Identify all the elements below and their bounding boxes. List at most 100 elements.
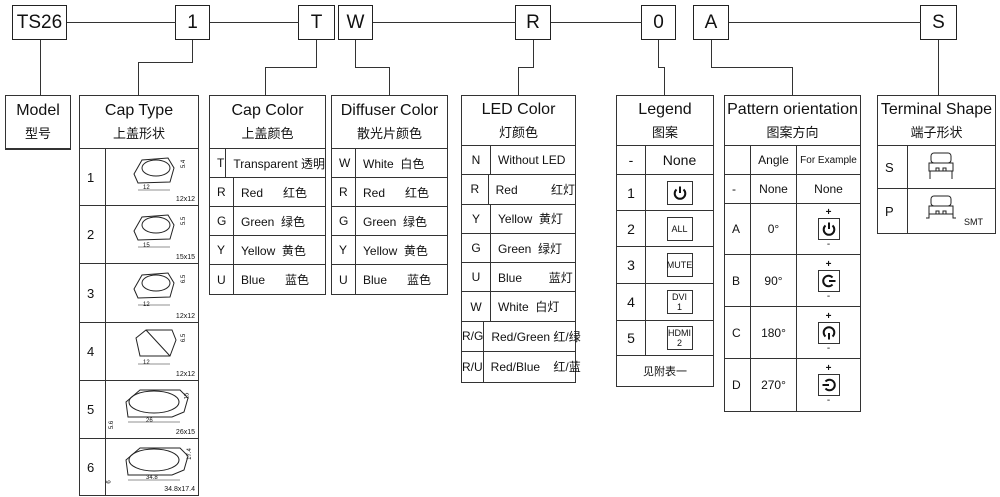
table-row: D 270° + - [725, 359, 860, 411]
table-row: G Green 绿色 [210, 207, 325, 236]
connector-line [518, 67, 520, 95]
table-row: W White 白灯 [462, 292, 575, 322]
cap-drawing: 12 6.5 12x12 [106, 323, 198, 380]
title-cn: 散光片颜色 [356, 126, 422, 141]
led-code: G [462, 233, 491, 263]
cap-dim-depth: 5.6 [109, 420, 116, 430]
color-name: Red 红色 [363, 185, 430, 200]
code-box-3: W [338, 5, 373, 40]
connector-line [551, 22, 642, 24]
pattern-example: + - [797, 307, 860, 358]
led-color-box-header: LED Color 灯颜色 [462, 96, 575, 146]
table-row: R Red 红色 [332, 178, 447, 207]
cap-dim-height: 15 [184, 392, 191, 400]
none-angle: None [751, 175, 797, 203]
cap-size-label: 34.8x17.4 [164, 486, 195, 493]
pattern-orientation-box: Pattern orientation 图案方向 Angle For Example -… [724, 95, 861, 412]
connector-line [138, 62, 140, 95]
cap-dim-height: 5.4 [181, 159, 188, 169]
title-cn: 上盖形状 [112, 126, 165, 141]
terminal-code: S [878, 146, 908, 188]
code-box-6: A [693, 5, 729, 40]
cap-dim-height: 6.5 [181, 274, 188, 284]
switch-terminal-icon [928, 152, 954, 179]
plus-sign: + [825, 363, 832, 374]
cap-dim-width: 12 [143, 302, 150, 308]
table-row: 1 [617, 175, 713, 211]
pattern-example: + - [797, 359, 860, 411]
code-box-4: R [515, 5, 551, 40]
color-name: Green 绿色 [241, 214, 306, 229]
cap-drawing-icon [125, 389, 189, 423]
cap-size-label: 12x12 [175, 196, 195, 203]
cap-drawing-icon [135, 329, 177, 365]
connector-line [265, 67, 267, 95]
table-row: C 180° + - [725, 307, 860, 359]
angle-header: Angle [751, 146, 797, 174]
power-icon [666, 180, 693, 205]
led-code: R/G [462, 321, 485, 351]
color-name: Yellow 黄色 [363, 243, 428, 258]
legend-value: MUTE [646, 247, 713, 283]
legend-box: Legend 图案 - None 1 2 ALL 3 MUTE 4 DVI 1 5 HDMI 2 见附表一 [616, 95, 714, 387]
led-name: White 白灯 [498, 300, 560, 315]
legend-key-label: MUTE [666, 253, 693, 277]
connector-line [265, 67, 317, 69]
cap-drawing-icon [133, 214, 175, 248]
terminal-shape-box-header: Terminal Shape 端子形状 [878, 96, 995, 146]
color-code: R [332, 178, 356, 206]
cap-drawing: 15 5.5 15x15 [106, 206, 198, 263]
led-name: Red/Green 红/绿 [491, 329, 581, 344]
legend-code: 3 [617, 247, 646, 283]
pattern-angle: 90° [751, 255, 797, 306]
table-row: G Green 绿灯 [462, 233, 575, 264]
cap-type-code: 3 [80, 264, 106, 322]
led-color-box: LED Color 灯颜色 N Without LED R Red 红灯 Y Yellow 黄… [461, 95, 581, 383]
legend-value: DVI 1 [646, 284, 713, 320]
table-row: 5 HDMI 2 [617, 321, 713, 356]
title-cn: 型号 [24, 126, 51, 141]
cap-drawing-icon [125, 447, 189, 481]
connector-line [138, 62, 193, 64]
connector-line [40, 40, 42, 95]
table-row: U Blue 蓝灯 [462, 263, 575, 293]
led-code: Y [462, 204, 491, 233]
table-row: Y Yellow 黄色 [210, 236, 325, 265]
none-code: - [725, 175, 751, 203]
terminal-drawing [908, 146, 995, 188]
led-name: Red 红灯 [495, 182, 575, 197]
power-icon [817, 269, 840, 292]
cap-type-box-header: Cap Type 上盖形状 [80, 96, 198, 149]
legend-value: HDMI 2 [646, 321, 713, 355]
cap-type-code: 2 [80, 206, 106, 263]
legend-key-label: DVI 1 [666, 290, 693, 314]
table-row: U Blue 蓝色 [210, 265, 325, 294]
table-row: R/G Red/Green 红/绿 [462, 321, 581, 352]
connector-line [192, 40, 194, 62]
cap-type-code: 1 [80, 149, 106, 205]
legend-code: 5 [617, 321, 646, 355]
cap-dim-width: 15 [143, 243, 150, 249]
code-box-7: S [920, 5, 957, 40]
plus-sign: + [825, 207, 832, 218]
legend-key-label: ALL [666, 216, 693, 241]
table-row: N Without LED [462, 146, 575, 176]
cap-drawing-icon [133, 157, 175, 191]
none-example: None [814, 182, 843, 196]
cap-drawing: 12 5.4 12x12 [106, 149, 198, 205]
connector-line [389, 67, 391, 95]
legend-value [646, 175, 713, 210]
cap-drawing-icon [133, 272, 175, 306]
cap-color-box-header: Cap Color 上盖颜色 [210, 96, 325, 149]
table-row: 见附表一 [617, 356, 713, 386]
led-code: R/U [462, 351, 484, 382]
model-box: Model 型号 [5, 95, 71, 150]
color-code: G [332, 207, 356, 235]
connector-line [518, 67, 534, 69]
minus-sign: - [826, 290, 831, 302]
led-code: W [462, 292, 491, 321]
cap-size-label: 26x15 [175, 429, 195, 436]
cap-dim-width: 12 [143, 185, 150, 191]
color-code: W [332, 149, 356, 177]
connector-line [373, 22, 516, 24]
